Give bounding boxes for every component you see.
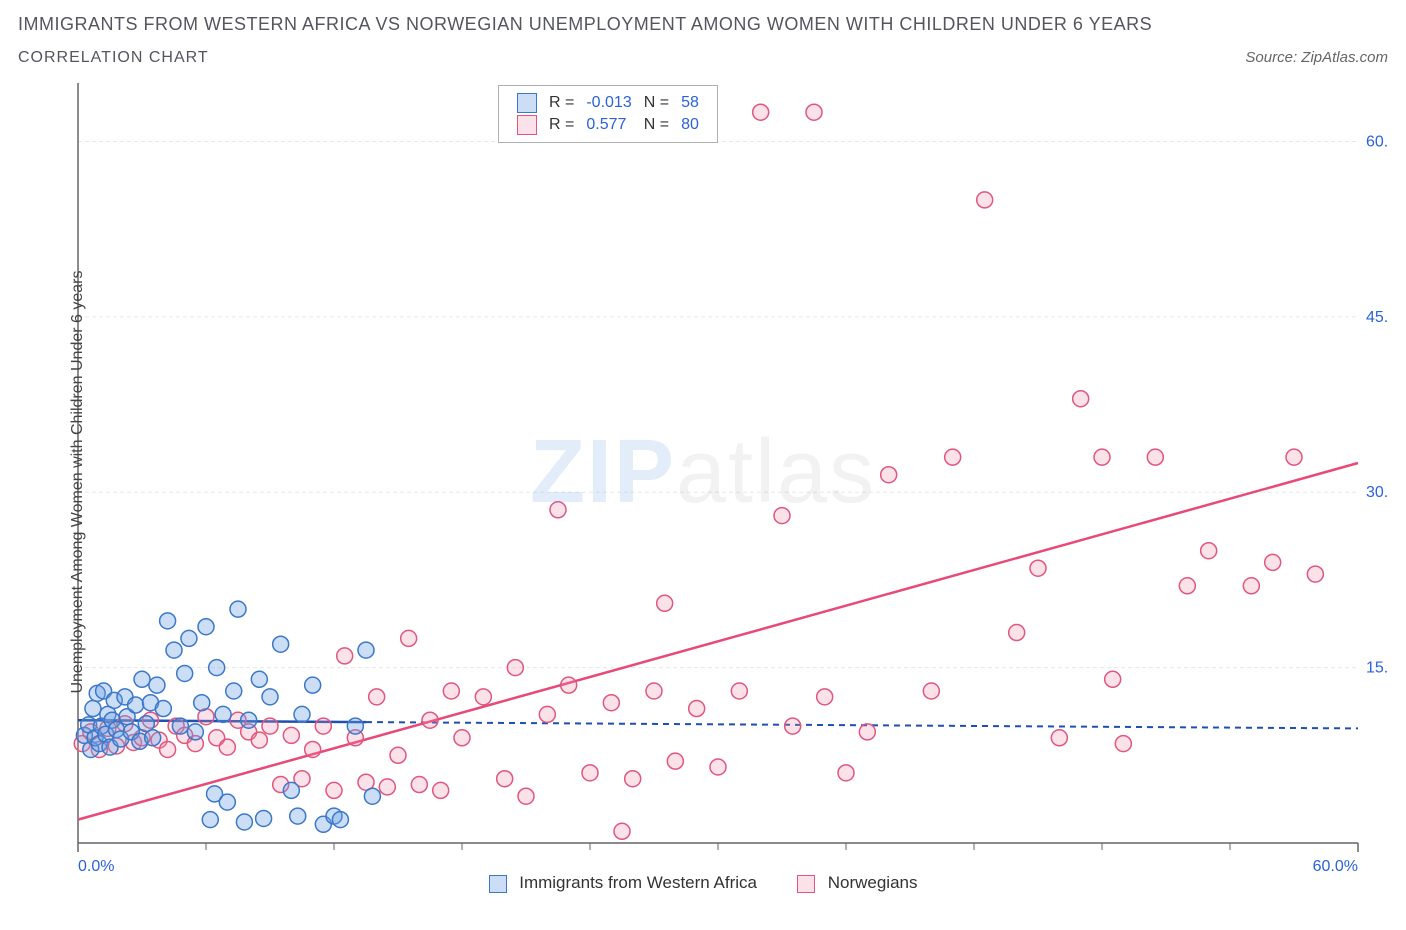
y-axis-label: Unemployment Among Women with Children U… xyxy=(69,232,87,732)
svg-text:15.0%: 15.0% xyxy=(1366,660,1388,677)
r-label: R = xyxy=(543,114,580,136)
swatch-pink xyxy=(517,115,537,135)
n-value-pink: 80 xyxy=(675,114,705,136)
legend-item-blue: Immigrants from Western Africa xyxy=(489,873,757,893)
source-prefix: Source: xyxy=(1245,49,1301,66)
stats-row-blue: R = -0.013 N = 58 xyxy=(511,92,705,114)
source: Source: ZipAtlas.com xyxy=(1245,49,1388,66)
r-label: R = xyxy=(543,92,580,114)
page-title: IMMIGRANTS FROM WESTERN AFRICA VS NORWEG… xyxy=(18,14,1388,35)
r-value-pink: 0.577 xyxy=(580,114,637,136)
plot-svg: 0.0%60.0%15.0%30.0%45.0%60.0% xyxy=(18,73,1388,893)
svg-text:45.0%: 45.0% xyxy=(1366,309,1388,326)
series-legend: Immigrants from Western Africa Norwegian… xyxy=(18,873,1388,893)
swatch-pink xyxy=(797,875,815,893)
subtitle: CORRELATION CHART xyxy=(18,49,209,67)
n-value-blue: 58 xyxy=(675,92,705,114)
r-value-blue: -0.013 xyxy=(580,92,637,114)
svg-text:30.0%: 30.0% xyxy=(1366,484,1388,501)
legend-label-pink: Norwegians xyxy=(828,873,918,892)
correlation-chart: ZIPatlas 0.0%60.0%15.0%30.0%45.0%60.0% R… xyxy=(18,73,1388,893)
n-label: N = xyxy=(638,114,675,136)
legend-item-pink: Norwegians xyxy=(797,873,918,893)
legend-label-blue: Immigrants from Western Africa xyxy=(519,873,757,892)
source-name: ZipAtlas.com xyxy=(1301,49,1388,66)
swatch-blue xyxy=(489,875,507,893)
subtitle-row: CORRELATION CHART Source: ZipAtlas.com xyxy=(18,49,1388,67)
swatch-blue xyxy=(517,93,537,113)
stats-row-pink: R = 0.577 N = 80 xyxy=(511,114,705,136)
n-label: N = xyxy=(638,92,675,114)
stats-legend: R = -0.013 N = 58 R = 0.577 N = 80 xyxy=(498,85,718,143)
svg-text:60.0%: 60.0% xyxy=(1366,133,1388,150)
